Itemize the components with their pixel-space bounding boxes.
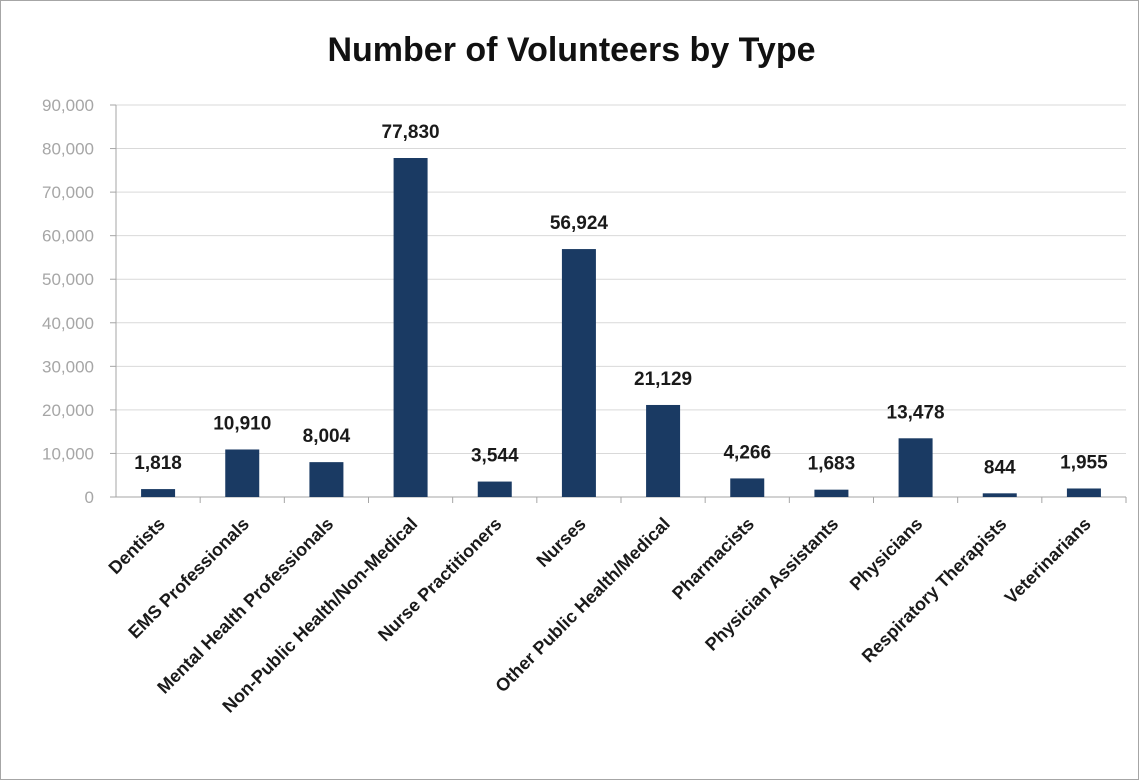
y-tick-label: 60,000 [42,227,94,246]
data-label: 13,478 [887,402,945,423]
data-label: 4,266 [723,442,771,463]
bar [477,481,512,497]
bar [225,449,260,497]
data-label: 56,924 [550,213,609,234]
y-tick-label: 80,000 [42,140,94,159]
y-tick-label: 0 [85,488,94,507]
data-label: 77,830 [382,122,440,143]
y-tick-label: 10,000 [42,444,94,463]
data-label: 1,955 [1060,452,1108,473]
bar [141,489,176,497]
chart-title: Number of Volunteers by Type [327,31,816,69]
x-category-label: Physicians [846,514,927,595]
bar [730,478,765,497]
x-category-label: Respiratory Therapists [858,514,1011,667]
x-category-label: Nurses [532,514,589,571]
x-category-label: Other Public Health/Medical [491,514,673,696]
data-label: 1,818 [134,453,182,474]
y-tick-label: 90,000 [42,96,94,115]
data-label: 21,129 [634,369,692,390]
bar [814,489,849,497]
bar [646,404,681,497]
x-category-label: Pharmacists [668,514,758,604]
data-label: 10,910 [213,413,271,434]
x-category-label: Dentists [105,514,169,578]
y-tick-label: 40,000 [42,314,94,333]
y-tick-label: 50,000 [42,270,94,289]
bar [561,249,596,497]
data-label: 1,683 [808,454,856,475]
y-tick-label: 20,000 [42,401,94,420]
x-category-label: Mental Health Professionals [153,514,337,698]
data-label: 844 [984,457,1016,478]
bar [982,493,1017,497]
y-tick-label: 30,000 [42,357,94,376]
bar [1066,488,1101,497]
x-category-label: Veterinarians [1001,514,1095,608]
bar [393,158,428,497]
y-tick-label: 70,000 [42,183,94,202]
data-label: 3,544 [471,446,519,467]
bar [898,438,933,497]
bar [309,462,344,497]
data-label: 8,004 [303,426,351,447]
